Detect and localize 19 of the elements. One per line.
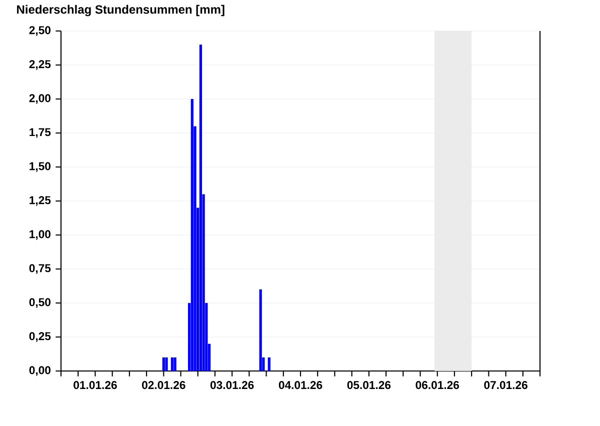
x-tick-label: 03.01.26 xyxy=(210,381,254,390)
y-tick-label: 1,00 xyxy=(30,230,50,240)
chart-title: Niederschlag Stundensummen [mm] xyxy=(17,4,224,16)
y-tick-label: 0,50 xyxy=(29,298,50,308)
x-tick-label: 02.01.26 xyxy=(142,381,186,390)
y-tick-label: 0,25 xyxy=(29,332,51,342)
y-tick-label: 1,75 xyxy=(30,128,51,138)
x-tick-label: 04.01.26 xyxy=(278,381,322,390)
y-tick-label: 2,50 xyxy=(29,26,50,36)
x-tick-label: 01.01.26 xyxy=(74,381,117,390)
y-tick-label: 1,50 xyxy=(30,162,50,172)
x-tick-label: 07.01.26 xyxy=(484,381,528,390)
y-tick-label: 0,00 xyxy=(29,366,50,376)
y-tick-label: 1,25 xyxy=(30,196,51,206)
y-tick-label: 2,25 xyxy=(29,60,51,70)
x-tick-label: 05.01.26 xyxy=(347,381,391,390)
y-tick-label: 2,00 xyxy=(29,94,50,104)
x-tick-label: 06.01.26 xyxy=(416,381,460,390)
y-tick-label: 0,75 xyxy=(29,264,51,274)
